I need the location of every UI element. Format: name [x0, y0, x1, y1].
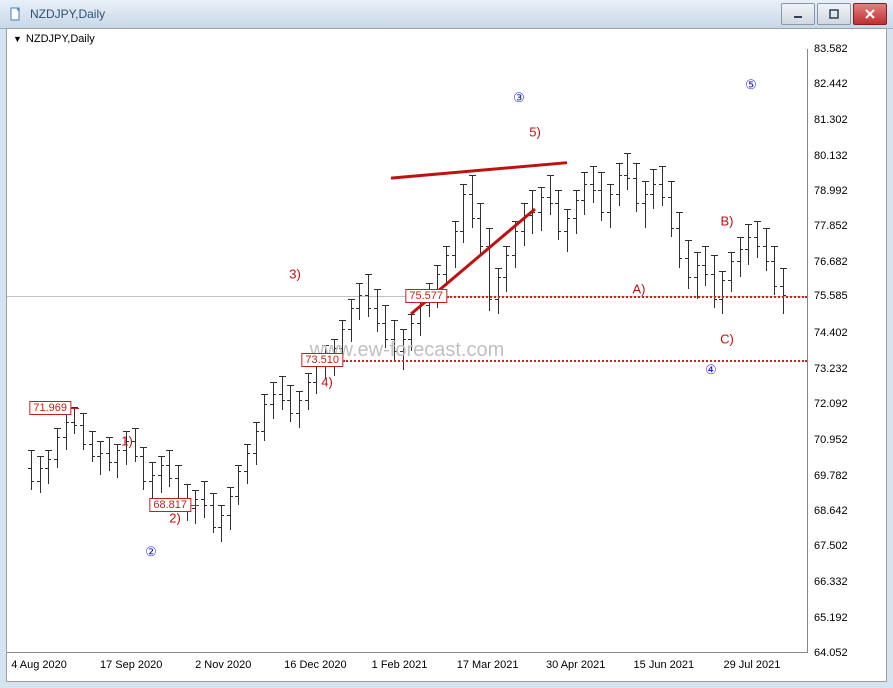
wave-label: ④ — [705, 362, 717, 378]
wave-label: 5) — [529, 124, 541, 139]
y-tick-label: 74.402 — [814, 327, 848, 339]
close-button[interactable] — [853, 3, 887, 25]
price-label: 71.969 — [29, 401, 71, 415]
wave-label: 3) — [289, 266, 301, 281]
y-tick-label: 78.992 — [814, 185, 848, 197]
y-tick-label: 77.852 — [814, 220, 848, 232]
trendline — [391, 163, 567, 178]
wave-label: A) — [633, 282, 646, 297]
y-tick-label: 73.232 — [814, 363, 848, 375]
wave-label: C) — [720, 331, 734, 346]
y-tick-label: 67.502 — [814, 540, 848, 552]
x-tick-label: 4 Aug 2020 — [11, 659, 67, 671]
wave-label: ⑤ — [745, 77, 757, 93]
price-plot[interactable]: www.ew-forecast.com75.57773.51071.96968.… — [7, 49, 808, 653]
x-tick-label: 17 Mar 2021 — [457, 659, 519, 671]
level-label: 75.577 — [405, 289, 447, 303]
window-controls — [781, 3, 887, 25]
maximize-button[interactable] — [817, 3, 851, 25]
y-axis: 83.58282.44281.30280.13278.99277.85276.6… — [808, 49, 886, 653]
minimize-button[interactable] — [781, 3, 815, 25]
titlebar[interactable]: NZDJPY,Daily — [0, 0, 893, 29]
x-tick-label: 30 Apr 2021 — [546, 659, 605, 671]
x-tick-label: 29 Jul 2021 — [723, 659, 780, 671]
y-tick-label: 70.952 — [814, 434, 848, 446]
x-tick-label: 17 Sep 2020 — [100, 659, 162, 671]
x-tick-label: 1 Feb 2021 — [372, 659, 428, 671]
document-icon — [8, 6, 24, 22]
level-line — [343, 360, 807, 362]
y-tick-label: 68.642 — [814, 505, 848, 517]
level-line — [447, 296, 807, 298]
overlay-svg — [7, 49, 807, 652]
y-tick-label: 82.442 — [814, 78, 848, 90]
x-tick-label: 2 Nov 2020 — [195, 659, 251, 671]
level-label: 73.510 — [301, 353, 343, 367]
chart-area[interactable]: ▼ NZDJPY,Daily www.ew-forecast.com75.577… — [6, 28, 887, 682]
window-title: NZDJPY,Daily — [30, 7, 781, 21]
y-tick-label: 69.782 — [814, 470, 848, 482]
y-tick-label: 76.682 — [814, 256, 848, 268]
dropdown-icon: ▼ — [13, 34, 22, 44]
app-window: NZDJPY,Daily ▼ NZDJPY,Daily www.ew-forec… — [0, 0, 893, 688]
y-tick-label: 81.302 — [814, 114, 848, 126]
y-tick-label: 80.132 — [814, 150, 848, 162]
y-tick-label: 64.052 — [814, 647, 848, 659]
chart-symbol-selector[interactable]: ▼ NZDJPY,Daily — [13, 33, 95, 45]
wave-label: 2) — [169, 510, 181, 525]
y-tick-label: 83.582 — [814, 43, 848, 55]
x-tick-label: 15 Jun 2021 — [634, 659, 695, 671]
wave-label: B) — [721, 214, 734, 229]
chart-symbol-label: NZDJPY,Daily — [26, 33, 95, 45]
y-tick-label: 65.192 — [814, 612, 848, 624]
x-axis: 4 Aug 2020 17 Sep 2020 2 Nov 2020 16 Dec 20… — [7, 653, 808, 681]
wave-label: ② — [145, 544, 157, 560]
wave-label: 4) — [321, 374, 333, 389]
y-tick-label: 66.332 — [814, 576, 848, 588]
wave-label: ③ — [513, 90, 525, 106]
wave-label: 1) — [121, 433, 133, 448]
x-tick-label: 16 Dec 2020 — [284, 659, 346, 671]
y-tick-label: 72.092 — [814, 398, 848, 410]
y-tick-label: 75.585 — [814, 290, 848, 302]
